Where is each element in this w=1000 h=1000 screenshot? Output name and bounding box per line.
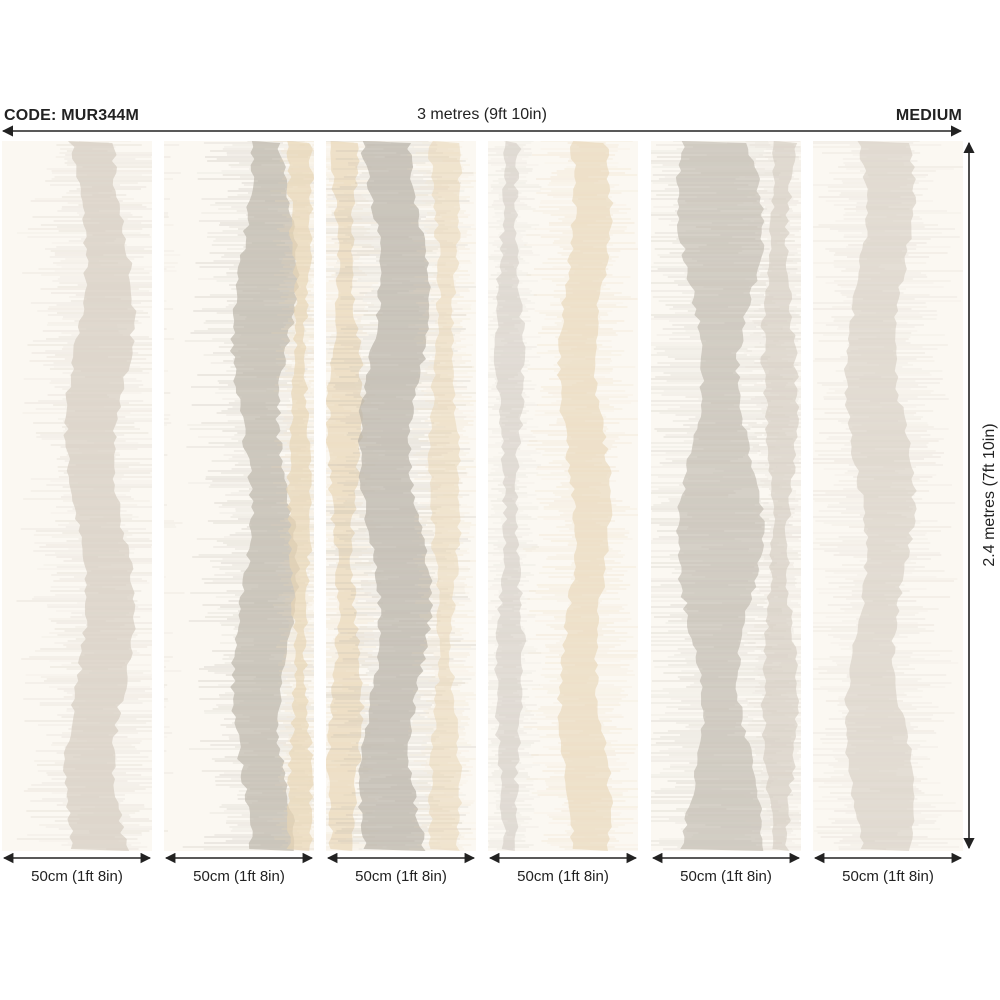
panel-3-width-label: 50cm (1ft 8in)	[355, 868, 447, 885]
mural-panel-2	[164, 141, 314, 851]
mural-panel-4	[488, 141, 638, 851]
panel-6-width-label: 50cm (1ft 8in)	[842, 868, 934, 885]
mural-panel-3	[326, 141, 476, 851]
mural-panel-1	[2, 141, 152, 851]
panel-4-width-label: 50cm (1ft 8in)	[517, 868, 609, 885]
width-dimension-label: 3 metres (9ft 10in)	[417, 106, 547, 123]
mural-panel-6	[813, 141, 963, 851]
panel-1-width-label: 50cm (1ft 8in)	[31, 868, 123, 885]
panel-2-width-label: 50cm (1ft 8in)	[193, 868, 285, 885]
product-code: CODE: MUR344M	[4, 107, 140, 124]
size-label: MEDIUM	[895, 107, 962, 124]
mural-panel-5	[651, 141, 801, 851]
panel-5-width-label: 50cm (1ft 8in)	[680, 868, 772, 885]
